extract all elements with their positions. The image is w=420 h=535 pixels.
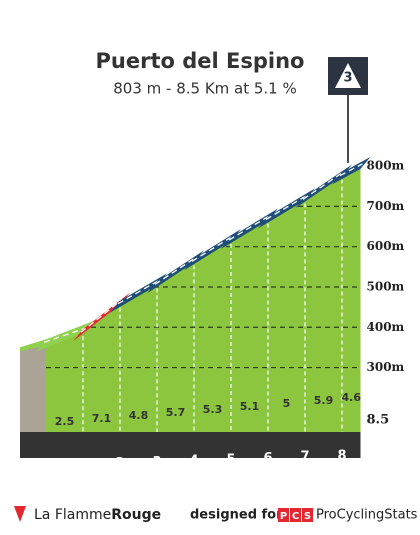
site-name: ProCyclingStats — [316, 508, 418, 523]
profile-area — [46, 164, 361, 433]
strip-dash — [339, 163, 363, 177]
brand-bold: Rouge — [111, 507, 161, 523]
y-tick-label: 800m — [367, 159, 405, 173]
segment-strip — [36, 321, 93, 352]
brand-icon — [14, 506, 26, 522]
y-tick-label: 600m — [367, 239, 405, 253]
gradient-label: 5 — [283, 397, 291, 410]
y-tick-label: 400m — [367, 320, 405, 334]
x-tick-label: 2 — [115, 456, 124, 471]
badge-triangle — [335, 63, 361, 88]
gradient-label: 5.7 — [166, 406, 186, 419]
pcs-box — [290, 508, 301, 522]
y-tick-label: 500m — [367, 279, 405, 293]
x-tick-label: 7 — [300, 450, 309, 465]
strip-dash — [265, 194, 308, 221]
y-tick-label: 300m — [367, 360, 405, 374]
x-tick-label: 6 — [263, 451, 272, 466]
strip-dash — [302, 171, 345, 200]
front-band — [20, 432, 361, 458]
chart-subtitle: 803 m - 8.5 Km at 5.1 % — [113, 80, 297, 98]
gradient-label: 4.8 — [129, 409, 149, 422]
strip-dash — [43, 327, 86, 343]
gradient-label: 4.6 — [342, 391, 362, 404]
x-tick-label: 1 — [78, 458, 87, 473]
designed-for: designed for — [190, 508, 283, 523]
gradient-label: 5.9 — [314, 394, 334, 407]
strip-dash — [228, 214, 271, 241]
strip-dash — [80, 299, 123, 333]
pcs-letter: C — [292, 511, 299, 522]
category-label: 3 — [343, 71, 352, 86]
x-tick-label: 3 — [152, 455, 161, 470]
strip-dash — [117, 279, 160, 305]
brand: La FlammeRouge — [34, 507, 161, 523]
pcs-box — [302, 508, 313, 522]
x-tick-label: 8 — [337, 448, 346, 463]
gradient-label: 7.1 — [92, 412, 112, 425]
footer: La FlammeRouge designed for P C S ProCyclin… — [14, 506, 418, 523]
side-top — [20, 339, 46, 352]
gradient-label: 5.3 — [203, 403, 223, 416]
strip-dash — [154, 256, 197, 285]
gradient-label: 2.5 — [55, 415, 75, 428]
chart-title: Puerto del Espino — [96, 49, 305, 73]
brand-text: La Flamme — [34, 507, 111, 523]
strip-dash — [191, 235, 234, 262]
segment-strip — [332, 156, 371, 185]
x-end-label: 8.5 — [367, 413, 390, 428]
x-tick-label: 5 — [226, 452, 235, 467]
x-tick-label: 4 — [189, 454, 198, 469]
pcs-box — [278, 508, 289, 522]
gradient-label: 5.1 — [240, 400, 260, 413]
side-face — [20, 339, 46, 458]
pcs-letter: S — [304, 511, 311, 522]
pcs-letter: P — [280, 511, 287, 522]
y-tick-label: 700m — [367, 199, 405, 213]
